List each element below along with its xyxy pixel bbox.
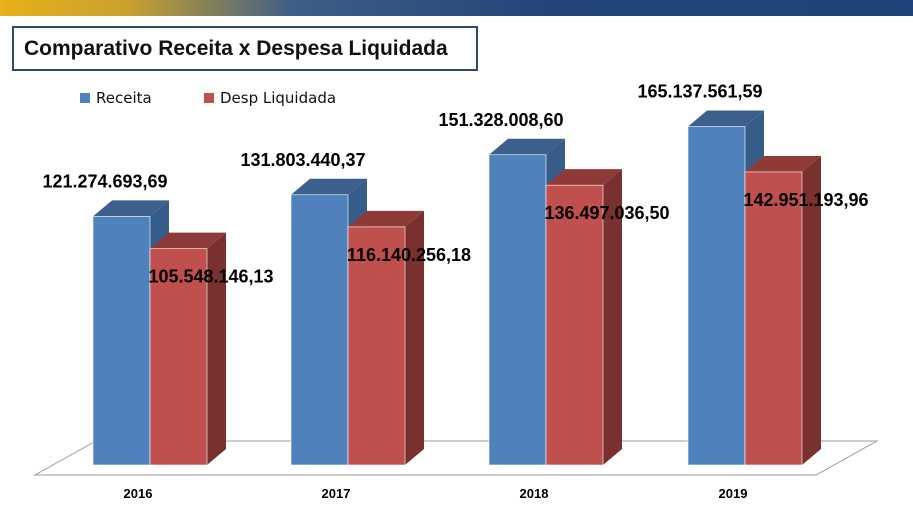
bar-desp-liquidada-2016 [149, 248, 208, 466]
chart-title-box: Comparativo Receita x Despesa Liquidada [12, 26, 478, 71]
bar-top-receita-2019 [688, 110, 764, 127]
x-tick-label-2019: 2019 [719, 486, 748, 501]
bar-side-desp-liquidada-2017 [405, 210, 424, 465]
bar-top-desp-liquidada-2017 [348, 210, 424, 227]
value-label-receita-2019: 165.137.561,59 [637, 81, 762, 101]
top-decorative-band [0, 0, 913, 16]
bar-receita-2019 [687, 126, 746, 466]
bar-receita-2017 [290, 194, 349, 466]
bar-side-desp-liquidada-2018 [603, 169, 622, 465]
chart-title: Comparativo Receita x Despesa Liquidada [24, 37, 448, 60]
bar-top-desp-liquidada-2019 [745, 155, 821, 172]
legend-swatch-desp-liquidada [204, 93, 214, 103]
bar-top-receita-2018 [489, 138, 565, 155]
labels-layer: 121.274.693,69 105.548.146,13 2016 131.803.… [42, 81, 868, 501]
bar-desp-liquidada-2017 [347, 226, 406, 466]
bar-top-desp-liquidada-2018 [546, 169, 622, 186]
value-label-desp-liquidada-2016: 105.548.146,13 [148, 267, 273, 287]
x-tick-label-2018: 2018 [520, 486, 549, 501]
legend-label-receita: Receita [96, 89, 152, 107]
value-label-desp-liquidada-2017: 116.140.256,18 [347, 245, 471, 265]
x-tick-label-2017: 2017 [322, 486, 351, 501]
value-label-desp-liquidada-2018: 136.497.036,50 [544, 203, 669, 223]
bar-desp-liquidada-2018 [545, 184, 604, 466]
bar-top-receita-2017 [291, 178, 367, 195]
value-label-receita-2016: 121.274.693,69 [42, 171, 167, 191]
bar-top-receita-2016 [93, 200, 169, 217]
bar-side-desp-liquidada-2016 [207, 232, 226, 465]
legend-label-desp-liquidada: Desp Liquidada [220, 89, 337, 107]
value-label-receita-2018: 151.328.008,60 [438, 110, 563, 130]
value-label-receita-2017: 131.803.440,37 [240, 150, 365, 170]
value-label-desp-liquidada-2019: 142.951.193,96 [743, 190, 868, 210]
bars-layer [92, 110, 821, 466]
bar-receita-2016 [92, 216, 151, 466]
chart-floor [33, 440, 879, 476]
x-tick-label-2016: 2016 [124, 486, 153, 501]
bar-side-desp-liquidada-2019 [802, 155, 821, 465]
legend-swatch-receita [80, 93, 90, 103]
bar-top-desp-liquidada-2016 [150, 232, 226, 249]
bar-desp-liquidada-2019 [744, 171, 803, 466]
bar-receita-2018 [488, 154, 547, 466]
